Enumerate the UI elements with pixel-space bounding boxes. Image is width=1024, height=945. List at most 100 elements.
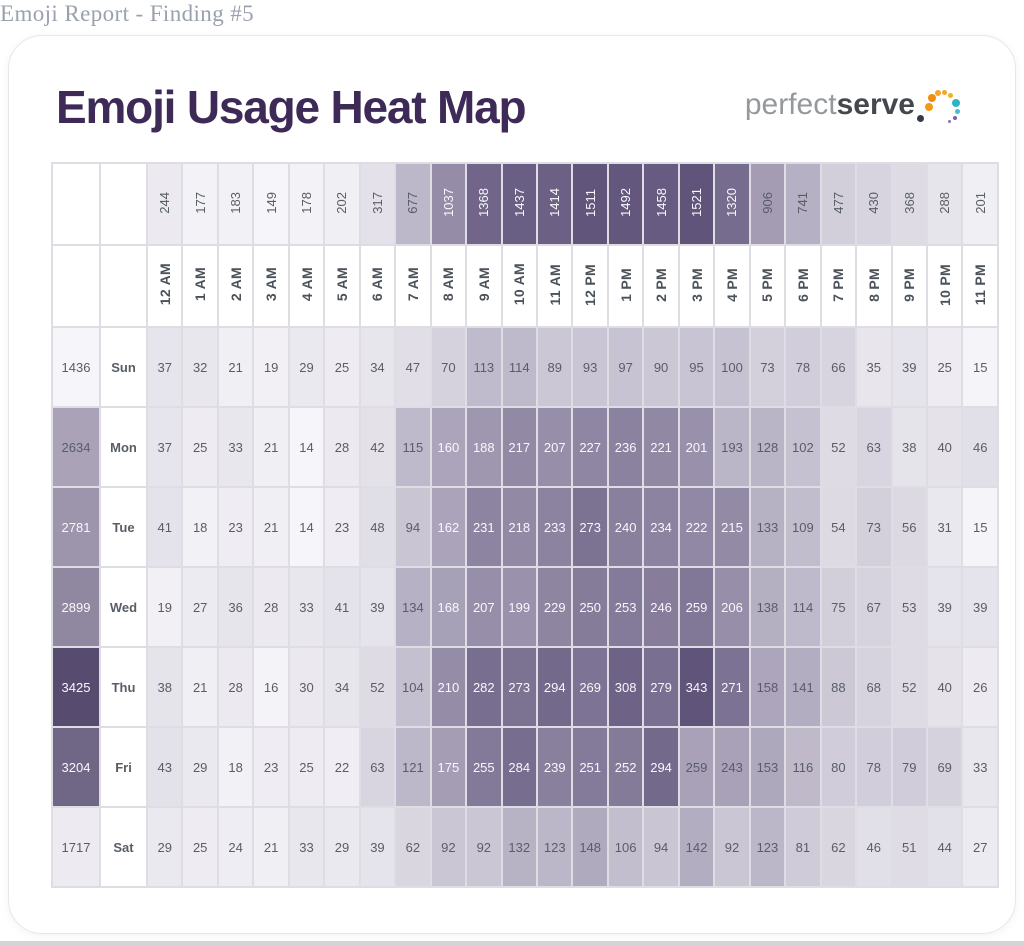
heatmap-cell: 68 bbox=[855, 646, 893, 728]
heatmap-cell: 168 bbox=[429, 566, 468, 648]
column-total-value: 288 bbox=[937, 191, 953, 214]
heatmap-cell: 23 bbox=[323, 486, 361, 568]
heatmap-cell: 33 bbox=[216, 406, 255, 488]
column-total-value: 368 bbox=[901, 191, 917, 214]
column-total-cell: 1437 bbox=[500, 162, 538, 246]
row-total-cell: 3425 bbox=[51, 646, 101, 728]
heatmap-cell: 40 bbox=[925, 646, 964, 728]
heatmap-cell: 201 bbox=[677, 406, 716, 488]
hour-label-cell: 11 PM bbox=[961, 244, 999, 328]
heatmap-cell: 97 bbox=[606, 326, 645, 408]
heatmap-cell: 92 bbox=[713, 806, 751, 888]
heatmap-cell: 193 bbox=[713, 406, 751, 488]
heatmap-cell: 188 bbox=[465, 406, 503, 488]
hour-label: 6 PM bbox=[794, 267, 811, 302]
hour-label-cell: 9 PM bbox=[890, 244, 928, 328]
hour-label-cell: 6 PM bbox=[784, 244, 822, 328]
heatmap-cell: 29 bbox=[145, 806, 184, 888]
column-total-cell: 1521 bbox=[677, 162, 716, 246]
column-total-cell: 183 bbox=[216, 162, 255, 246]
heatmap-cell: 19 bbox=[252, 326, 290, 408]
hour-label-cell: 11 AM bbox=[535, 244, 574, 328]
heatmap-cell: 75 bbox=[819, 566, 858, 648]
hour-label: 2 AM bbox=[227, 267, 244, 302]
hour-label: 1 PM bbox=[617, 267, 634, 302]
heatmap-cell: 25 bbox=[323, 326, 361, 408]
heatmap-cell: 92 bbox=[465, 806, 503, 888]
heatmap-cell: 104 bbox=[394, 646, 432, 728]
heatmap-cell: 273 bbox=[571, 486, 609, 568]
heatmap-cell: 43 bbox=[145, 726, 184, 808]
heatmap-cell: 21 bbox=[216, 326, 255, 408]
logo-arc-dot-icon bbox=[928, 94, 936, 102]
hour-label-cell: 5 PM bbox=[748, 244, 787, 328]
column-total-value: 1511 bbox=[582, 188, 598, 217]
day-label-cell: Tue bbox=[99, 486, 148, 568]
heatmap-cell: 70 bbox=[429, 326, 468, 408]
heatmap-body: 1436 Sun 37 32 21 19 29 25 34 47 70 113 114 89 93 97 90 9… bbox=[51, 326, 999, 888]
heatmap-cell: 116 bbox=[784, 726, 822, 808]
heatmap-cell: 41 bbox=[145, 486, 184, 568]
hour-label-cell: 10 PM bbox=[925, 244, 964, 328]
day-label-cell: Thu bbox=[99, 646, 148, 728]
hour-label: 10 AM bbox=[511, 263, 528, 306]
heatmap-cell: 16 bbox=[252, 646, 290, 728]
heatmap-cell: 134 bbox=[394, 566, 432, 648]
heatmap-cell: 25 bbox=[925, 326, 964, 408]
column-total-cell: 741 bbox=[784, 162, 822, 246]
heatmap-cell: 23 bbox=[216, 486, 255, 568]
heatmap-cell: 259 bbox=[677, 726, 716, 808]
row-total-cell: 2781 bbox=[51, 486, 101, 568]
heatmap-cell: 231 bbox=[465, 486, 503, 568]
logo-text-light: perfect bbox=[744, 88, 837, 121]
logo-arc-dot-icon bbox=[935, 90, 941, 96]
heatmap-cell: 284 bbox=[500, 726, 538, 808]
heatmap-cell: 42 bbox=[358, 406, 397, 488]
column-total-value: 244 bbox=[157, 191, 173, 214]
heatmap-cell: 133 bbox=[748, 486, 787, 568]
heatmap-cell: 222 bbox=[677, 486, 716, 568]
column-total-value: 149 bbox=[263, 191, 279, 214]
hour-label-cell: 12 AM bbox=[145, 244, 184, 328]
column-total-value: 430 bbox=[866, 191, 882, 214]
heatmap-cell: 236 bbox=[606, 406, 645, 488]
row-total-cell: 1717 bbox=[51, 806, 101, 888]
column-total-cell: 1320 bbox=[713, 162, 751, 246]
heatmap-cell: 253 bbox=[606, 566, 645, 648]
hour-label-cell: 6 AM bbox=[358, 244, 397, 328]
heatmap-cell: 51 bbox=[890, 806, 928, 888]
hour-label: 7 AM bbox=[404, 267, 421, 302]
heatmap-cell: 39 bbox=[961, 566, 999, 648]
column-total-cell: 288 bbox=[925, 162, 964, 246]
heatmap-cell: 279 bbox=[642, 646, 680, 728]
heatmap-cell: 250 bbox=[571, 566, 609, 648]
heatmap-cell: 27 bbox=[961, 806, 999, 888]
heatmap-cell: 227 bbox=[571, 406, 609, 488]
heatmap-cell: 132 bbox=[500, 806, 538, 888]
column-total-cell: 430 bbox=[855, 162, 893, 246]
heatmap-cell: 28 bbox=[252, 566, 290, 648]
day-label-cell: Sun bbox=[99, 326, 148, 408]
heatmap-cell: 29 bbox=[323, 806, 361, 888]
hour-label: 6 AM bbox=[369, 267, 386, 302]
heatmap-cell: 21 bbox=[252, 806, 290, 888]
heatmap-cell: 229 bbox=[535, 566, 574, 648]
heatmap-cell: 113 bbox=[465, 326, 503, 408]
heatmap-cell: 53 bbox=[890, 566, 928, 648]
heatmap-cell: 21 bbox=[181, 646, 219, 728]
heatmap-cell: 106 bbox=[606, 806, 645, 888]
heatmap-cell: 37 bbox=[145, 326, 184, 408]
heatmap-cell: 80 bbox=[819, 726, 858, 808]
hour-label: 5 AM bbox=[333, 267, 350, 302]
hour-label: 9 AM bbox=[475, 267, 492, 302]
hour-label-cell: 9 AM bbox=[465, 244, 503, 328]
column-total-value: 177 bbox=[192, 191, 208, 214]
heatmap-cell: 33 bbox=[961, 726, 999, 808]
heatmap-cell: 48 bbox=[358, 486, 397, 568]
heatmap-row-sun: 1436 Sun 37 32 21 19 29 25 34 47 70 113 114 89 93 97 90 9… bbox=[51, 326, 999, 408]
hour-label: 12 AM bbox=[156, 263, 173, 306]
heatmap-cell: 343 bbox=[677, 646, 716, 728]
heatmap-cell: 40 bbox=[925, 406, 964, 488]
heatmap-cell: 273 bbox=[500, 646, 538, 728]
heatmap-cell: 221 bbox=[642, 406, 680, 488]
